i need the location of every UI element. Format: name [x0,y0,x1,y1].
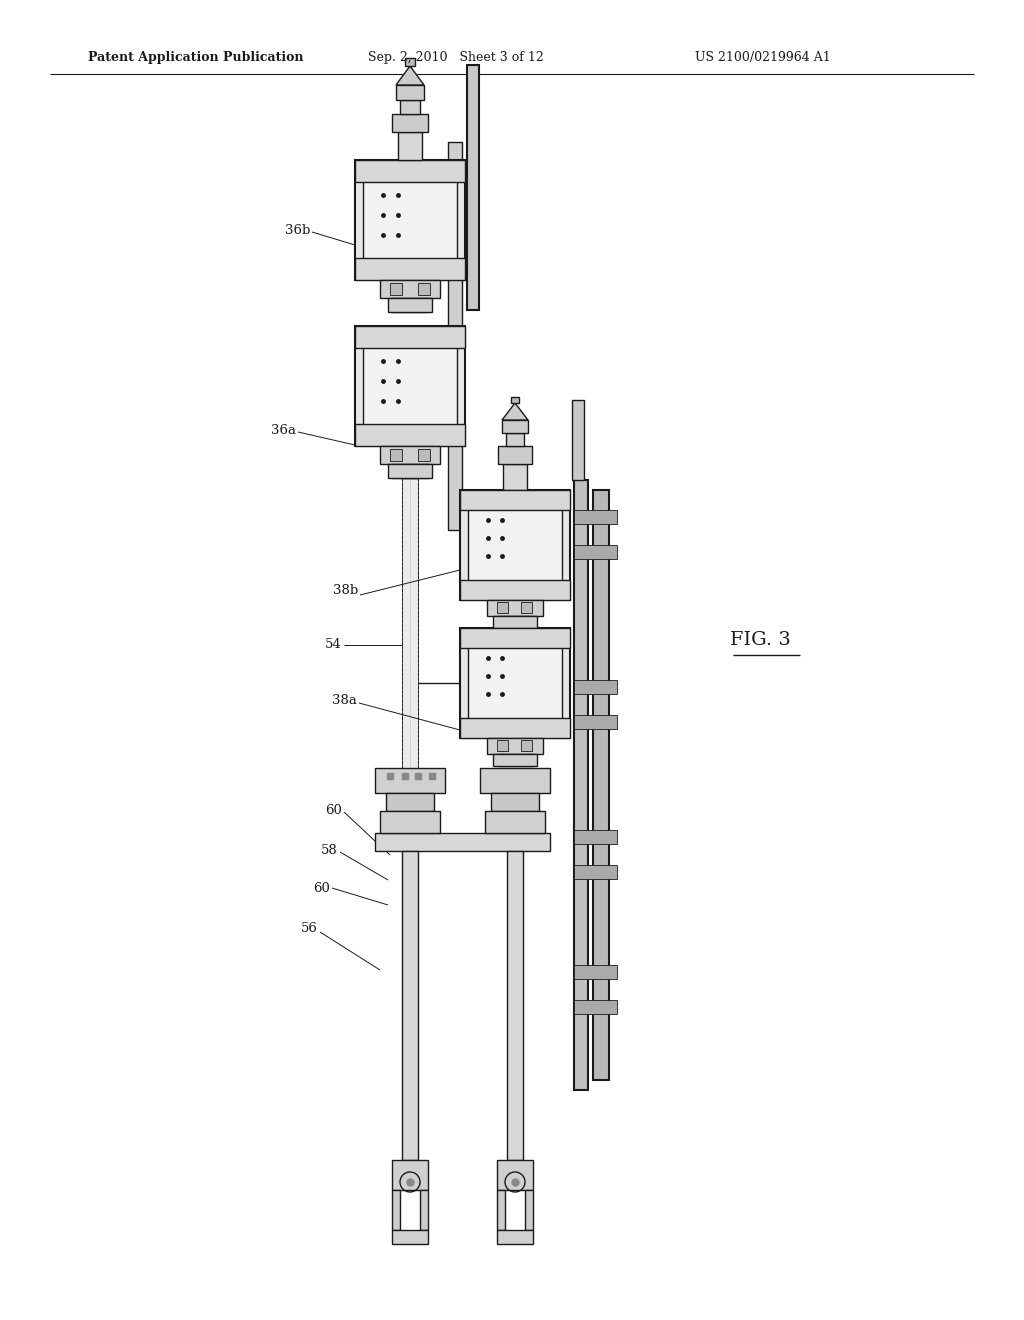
Text: 60: 60 [326,804,342,817]
Text: FIG. 3: FIG. 3 [729,631,791,649]
Bar [497,602,508,612]
Bar [497,616,534,628]
Bar [392,1160,428,1191]
Bar [402,851,418,1160]
Text: US 2100/0219964 A1: US 2100/0219964 A1 [695,51,830,65]
Bar [490,793,539,810]
Bar [388,465,432,478]
Bar [468,636,562,730]
Bar [460,718,570,738]
Bar [406,58,415,66]
Bar [460,579,570,601]
Bar [355,160,465,182]
Polygon shape [396,66,424,84]
Text: 38b: 38b [333,583,358,597]
Bar [418,449,430,461]
Bar [392,114,428,132]
Bar [574,480,588,1090]
Bar [400,100,420,114]
Bar [392,465,428,478]
Polygon shape [502,403,528,420]
Text: 58: 58 [322,843,338,857]
Text: 38a: 38a [332,693,357,706]
Bar [506,433,524,446]
Bar [507,851,523,1160]
Bar [396,84,424,100]
Text: 56: 56 [301,921,318,935]
Text: 36a: 36a [271,424,296,437]
Text: 54: 54 [326,639,342,652]
Bar [380,446,440,465]
Text: 36b: 36b [285,223,310,236]
Bar [362,168,457,272]
Bar [493,616,537,628]
Bar [390,282,402,294]
Bar [460,628,570,648]
Bar [487,601,543,616]
Bar [485,810,545,833]
Bar [375,768,445,793]
Bar [355,326,465,446]
Text: Sep. 2, 2010   Sheet 3 of 12: Sep. 2, 2010 Sheet 3 of 12 [368,51,544,65]
Bar [574,715,617,729]
Bar [362,334,457,438]
Bar [392,1230,428,1243]
Bar [402,478,418,1001]
Bar [390,449,402,461]
Bar [493,754,537,766]
Bar [502,420,528,433]
Text: 60: 60 [313,882,330,895]
Bar [355,326,465,348]
Bar [521,741,532,751]
Bar [574,510,617,524]
Bar [593,490,609,1080]
Bar [497,741,508,751]
Bar [574,1001,617,1014]
Bar [480,768,550,793]
Bar [574,680,617,694]
Bar [388,298,432,312]
Bar [521,602,532,612]
Bar [460,490,570,601]
Bar [574,545,617,558]
Bar [574,865,617,879]
Bar [497,754,534,766]
Bar [355,424,465,446]
Bar [380,280,440,298]
Bar [460,490,570,510]
Bar [398,132,422,160]
Bar [503,465,527,490]
Bar [460,628,570,738]
Bar [497,1230,534,1243]
Bar [525,1191,534,1230]
Bar [574,830,617,843]
Bar [355,257,465,280]
Bar [418,282,430,294]
Bar [574,965,617,979]
Bar [497,1160,534,1191]
Bar [468,498,562,591]
Bar [487,738,543,754]
Bar [498,446,532,465]
Bar [572,400,584,480]
Bar [355,160,465,280]
Bar [392,298,428,312]
Bar [386,793,434,810]
Bar [467,65,479,310]
Bar [420,1191,428,1230]
Bar [392,1191,400,1230]
Text: Patent Application Publication: Patent Application Publication [88,51,303,65]
Bar [449,143,462,531]
Bar [511,397,519,403]
Bar [375,833,550,851]
Bar [497,1191,505,1230]
Bar [380,810,440,833]
